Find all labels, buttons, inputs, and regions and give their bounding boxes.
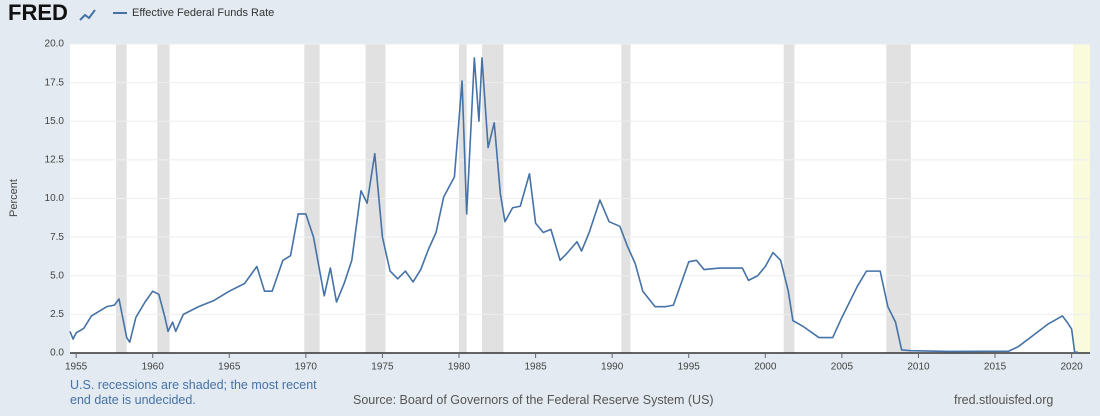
y-tick-label: 5.0 bbox=[50, 270, 64, 281]
x-tick-label: 1995 bbox=[678, 362, 701, 373]
x-tick-label: 2000 bbox=[754, 362, 777, 373]
x-tick-label: 1975 bbox=[371, 362, 394, 373]
x-tick-label: 1970 bbox=[295, 362, 318, 373]
source: Source: Board of Governors of the Federa… bbox=[353, 393, 714, 407]
x-tick-label: 2015 bbox=[984, 362, 1007, 373]
y-tick-label: 10.0 bbox=[45, 193, 65, 204]
x-tick-label: 1965 bbox=[218, 362, 241, 373]
site: fred.stlouisfed.org bbox=[954, 393, 1054, 407]
y-tick-label: 17.5 bbox=[45, 77, 65, 88]
x-tick-label: 1985 bbox=[524, 362, 547, 373]
x-tick-label: 1960 bbox=[142, 362, 165, 373]
y-tick-label: 0.0 bbox=[50, 348, 64, 359]
data-line bbox=[69, 57, 1078, 354]
y-tick-label: 12.5 bbox=[45, 155, 65, 166]
x-tick-label: 1980 bbox=[448, 362, 471, 373]
x-tick-label: 2010 bbox=[907, 362, 930, 373]
x-tick-label: 1990 bbox=[601, 362, 624, 373]
y-tick-label: 2.5 bbox=[50, 309, 64, 320]
y-tick-label: 7.5 bbox=[50, 232, 64, 243]
legend-label: Effective Federal Funds Rate bbox=[132, 7, 274, 19]
x-tick-label: 2005 bbox=[831, 362, 854, 373]
y-tick-label: 15.0 bbox=[45, 116, 65, 127]
logo: FRED bbox=[8, 0, 68, 25]
x-tick-label: 2020 bbox=[1060, 362, 1083, 373]
note: U.S. recessions are shaded; the most rec… bbox=[70, 378, 317, 407]
y-axis-label: Percent bbox=[8, 179, 20, 217]
x-tick-label: 1955 bbox=[65, 362, 88, 373]
logo-icon bbox=[79, 9, 96, 21]
y-tick-label: 20.0 bbox=[45, 39, 65, 50]
